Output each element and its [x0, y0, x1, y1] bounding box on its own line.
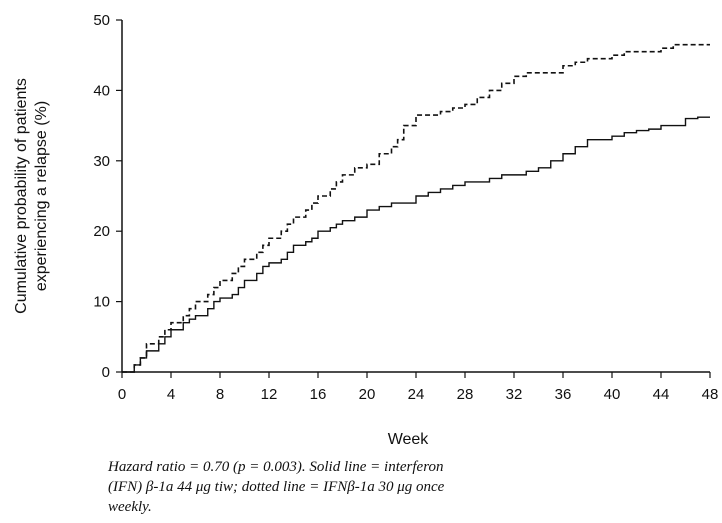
chart-caption: Hazard ratio = 0.70 (p = 0.003). Solid l…: [108, 457, 668, 517]
caption-line-2: (IFN) β-1a 44 μg tiw; dotted line = IFNβ…: [108, 479, 445, 495]
x-tick-label: 4: [167, 386, 175, 403]
x-tick-label: 28: [457, 386, 474, 403]
y-tick-label: 50: [93, 12, 110, 29]
y-axis-title-line-1: Cumulative probability of patients: [13, 78, 30, 314]
series-layer: [122, 43, 710, 373]
y-tick-label: 40: [93, 82, 110, 99]
series-solid-line: [122, 116, 710, 373]
y-tick-label: 0: [102, 364, 110, 381]
y-tick-label: 10: [93, 294, 110, 311]
y-tick-label: 30: [93, 153, 110, 170]
x-tick-label: 20: [359, 386, 376, 403]
x-tick-label: 8: [216, 386, 224, 403]
x-tick-label: 0: [118, 386, 126, 403]
x-tick-label: 40: [604, 386, 621, 403]
x-axis-title: Week: [388, 431, 430, 448]
x-tick-label: 32: [506, 386, 523, 403]
caption-line-3: weekly.: [108, 499, 152, 515]
y-tick-label: 20: [93, 223, 110, 240]
x-tick-label: 44: [653, 386, 670, 403]
x-tick-label: 48: [702, 386, 719, 403]
caption-line-1: Hazard ratio = 0.70 (p = 0.003). Solid l…: [108, 459, 444, 475]
x-tick-label: 36: [555, 386, 572, 403]
x-tick-label: 12: [261, 386, 278, 403]
series-dashed-line: [122, 43, 710, 373]
x-tick-label: 16: [310, 386, 327, 403]
x-tick-label: 24: [408, 386, 425, 403]
y-axis-title-line-2: experiencing a relapse (%): [33, 101, 50, 291]
